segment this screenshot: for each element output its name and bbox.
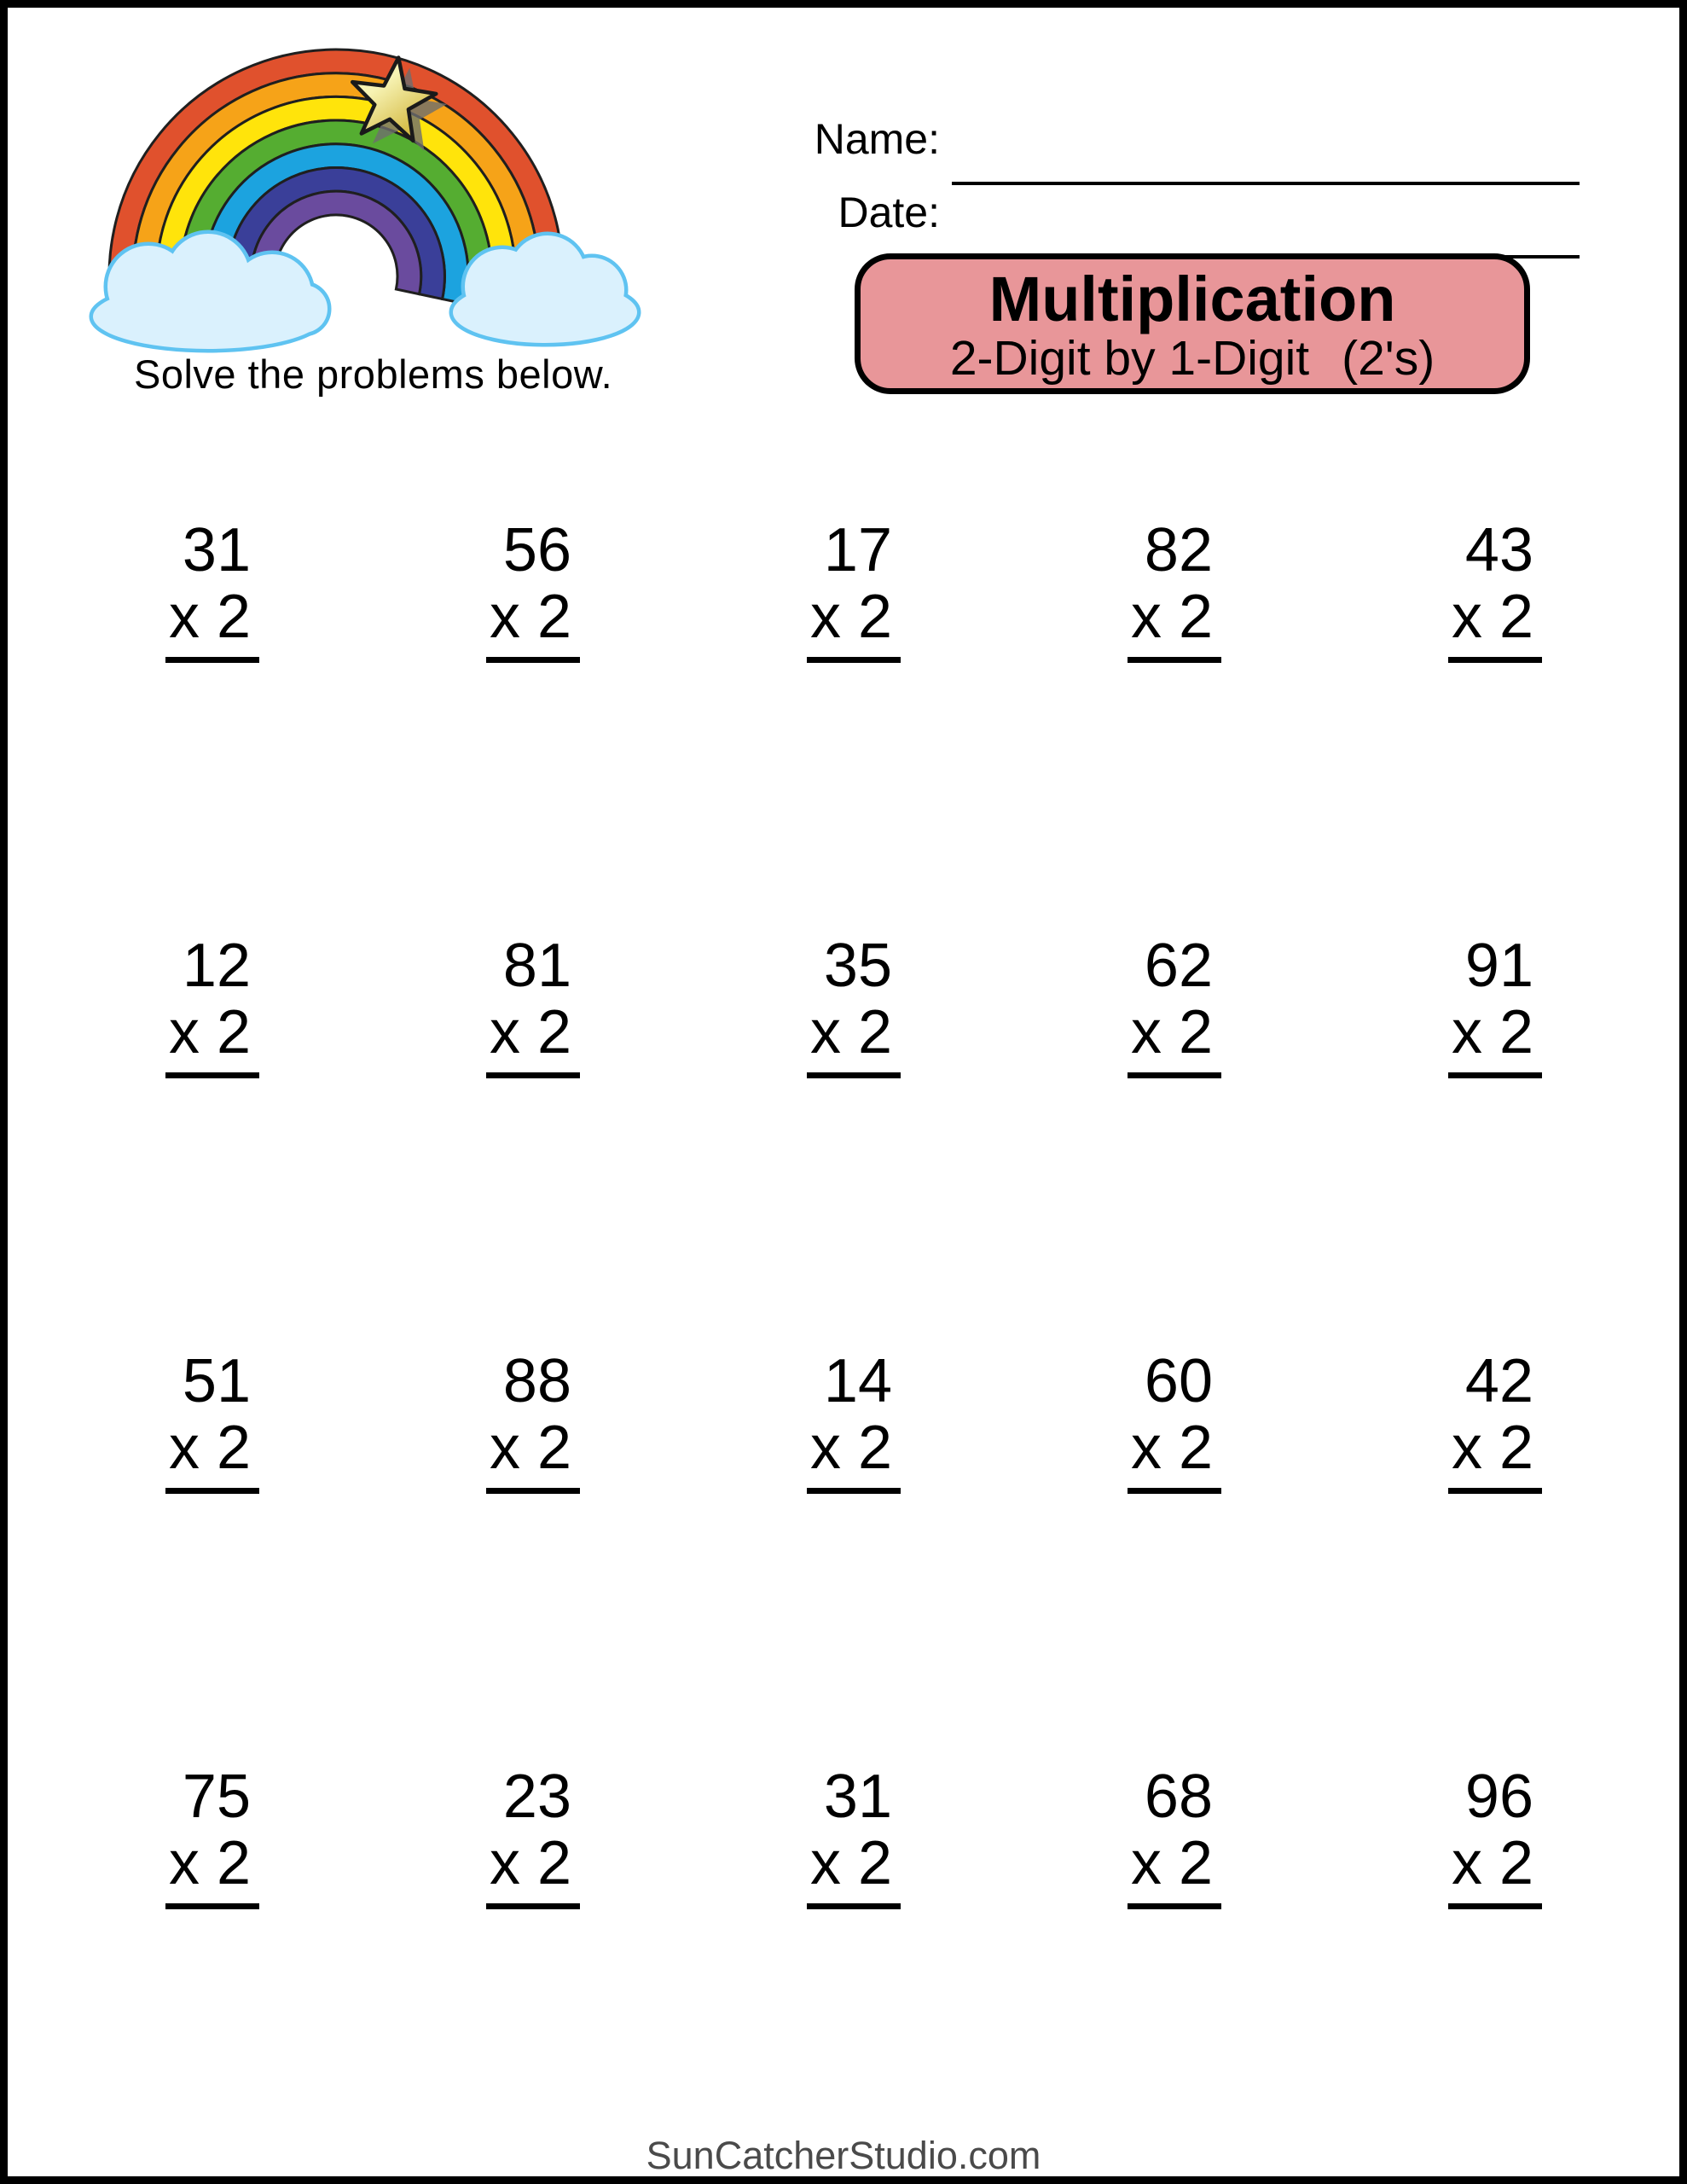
multiplication-problem[interactable]: 35 x 2 [807, 932, 901, 1078]
multiplication-problem[interactable]: 82 x 2 [1128, 517, 1221, 663]
multiplication-problem[interactable]: 17 x 2 [807, 517, 901, 663]
multiplication-problem[interactable]: 91 x 2 [1448, 932, 1542, 1078]
multiplier: x 2 [1130, 1829, 1213, 1897]
multiplicand: 60 [1144, 1347, 1213, 1415]
worksheet-subtitle-text: 2-Digit by 1-Digit [949, 331, 1310, 386]
multiplier: x 2 [809, 1829, 892, 1897]
multiplication-problem[interactable]: 56 x 2 [486, 517, 580, 663]
multiplicand: 68 [1144, 1763, 1213, 1831]
multiplication-problem[interactable]: 88 x 2 [486, 1348, 580, 1494]
worksheet-subtitle: 2-Digit by 1-Digit (2's) [861, 333, 1524, 384]
multiplier: x 2 [1130, 998, 1213, 1066]
multiplicand: 62 [1144, 932, 1213, 1000]
date-field-row: Date: [814, 189, 1581, 258]
multiplicand: 82 [1144, 516, 1213, 584]
multiplication-problem[interactable]: 96 x 2 [1448, 1763, 1542, 1909]
rainbow-illustration [80, 38, 652, 362]
multiplier: x 2 [809, 1414, 892, 1482]
star-icon [350, 55, 448, 151]
multiplication-problem[interactable]: 31 x 2 [165, 517, 259, 663]
multiplier: x 2 [168, 998, 251, 1066]
multiplier: x 2 [489, 583, 571, 651]
multiplicand: 51 [182, 1347, 251, 1415]
multiplicand: 17 [823, 516, 892, 584]
name-write-in-line[interactable] [952, 182, 1580, 185]
multiplicand: 91 [1464, 932, 1533, 1000]
multiplicand: 88 [502, 1347, 571, 1415]
cloud-left-icon [89, 229, 332, 353]
multiplier: x 2 [1130, 583, 1213, 651]
multiplicand: 23 [502, 1763, 571, 1831]
multiplicand: 31 [823, 1763, 892, 1831]
name-field-row: Name: [814, 115, 1581, 185]
rainbow-bands [107, 48, 565, 326]
cloud-right-icon [449, 231, 641, 347]
multiplier: x 2 [1451, 583, 1533, 651]
multiplication-problem[interactable]: 62 x 2 [1128, 932, 1221, 1078]
multiplicand: 31 [182, 516, 251, 584]
problems-grid: 31 x 2 56 x 2 17 x 2 82 x 2 43 x 2 12 x … [52, 494, 1655, 2156]
multiplicand: 35 [823, 932, 892, 1000]
multiplier: x 2 [1130, 1414, 1213, 1482]
worksheet-title: Multiplication [988, 264, 1396, 334]
multiplier: x 2 [489, 1414, 571, 1482]
multiplication-problem[interactable]: 12 x 2 [165, 932, 259, 1078]
multiplicand: 81 [502, 932, 571, 1000]
title-box: Multiplication 2-Digit by 1-Digit (2's) [855, 253, 1530, 394]
name-label: Name: [814, 115, 940, 163]
multiplication-problem[interactable]: 23 x 2 [486, 1763, 580, 1909]
multiplication-problem[interactable]: 68 x 2 [1128, 1763, 1221, 1909]
multiplication-problem[interactable]: 75 x 2 [165, 1763, 259, 1909]
header-fields: Name: Date: [814, 115, 1581, 258]
multiplication-problem[interactable]: 60 x 2 [1128, 1348, 1221, 1494]
multiplicand: 43 [1464, 516, 1533, 584]
multiplication-problem[interactable]: 81 x 2 [486, 932, 580, 1078]
multiplier: x 2 [489, 998, 571, 1066]
worksheet-subtitle-suffix: (2's) [1342, 331, 1435, 386]
rainbow-band-purple [249, 189, 423, 296]
multiplier: x 2 [168, 583, 251, 651]
multiplicand: 96 [1464, 1763, 1533, 1831]
footer-credit: SunCatcherStudio.com [646, 2134, 1041, 2177]
multiplier: x 2 [489, 1829, 571, 1897]
multiplicand: 42 [1464, 1347, 1533, 1415]
multiplier: x 2 [1451, 998, 1533, 1066]
multiplicand: 75 [182, 1763, 251, 1831]
date-label: Date: [838, 189, 940, 236]
multiplication-problem[interactable]: 31 x 2 [807, 1763, 901, 1909]
multiplicand: 56 [502, 516, 571, 584]
multiplication-problem[interactable]: 43 x 2 [1448, 517, 1542, 663]
multiplier: x 2 [1451, 1829, 1533, 1897]
multiplication-problem[interactable]: 42 x 2 [1448, 1348, 1542, 1494]
multiplicand: 12 [182, 932, 251, 1000]
multiplier: x 2 [809, 583, 892, 651]
multiplier: x 2 [1451, 1414, 1533, 1482]
multiplier: x 2 [809, 998, 892, 1066]
multiplier: x 2 [168, 1414, 251, 1482]
instruction-text: Solve the problems below. [134, 351, 613, 397]
rainbow-graphic [89, 48, 641, 353]
multiplication-problem[interactable]: 51 x 2 [165, 1348, 259, 1494]
multiplier: x 2 [168, 1829, 251, 1897]
multiplicand: 14 [823, 1347, 892, 1415]
multiplication-problem[interactable]: 14 x 2 [807, 1348, 901, 1494]
